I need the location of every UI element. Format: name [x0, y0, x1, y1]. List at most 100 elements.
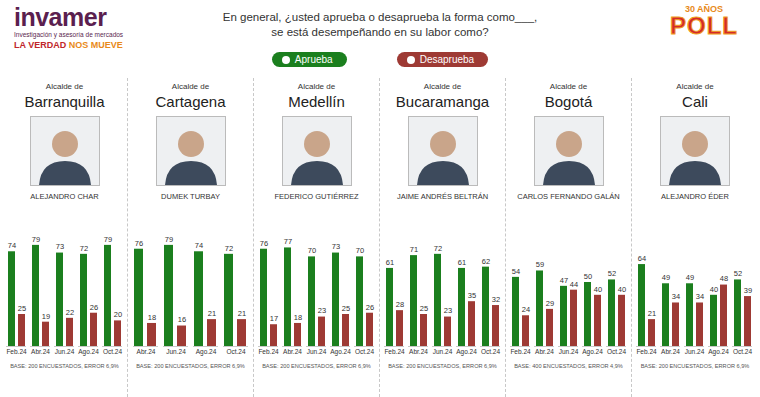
- svg-text:Ago.24: Ago.24: [456, 348, 477, 356]
- svg-text:Oct.24: Oct.24: [226, 348, 246, 355]
- svg-text:72: 72: [225, 244, 233, 253]
- svg-text:29: 29: [546, 299, 554, 308]
- svg-text:40: 40: [710, 285, 718, 294]
- svg-text:16: 16: [178, 315, 186, 324]
- svg-text:Feb.24: Feb.24: [384, 348, 405, 355]
- svg-text:77: 77: [284, 237, 292, 246]
- svg-text:26: 26: [366, 303, 374, 312]
- svg-text:44: 44: [570, 280, 578, 289]
- svg-text:47: 47: [560, 276, 568, 285]
- svg-text:79: 79: [104, 235, 112, 244]
- html-text:Bucaramanga: Bucaramanga: [395, 93, 490, 110]
- svg-text:Jun.24: Jun.24: [166, 348, 186, 355]
- svg-text:34: 34: [672, 292, 680, 301]
- html-text:invamer: invamer: [14, 3, 107, 31]
- svg-text:18: 18: [148, 313, 156, 322]
- svg-text:Jun.24: Jun.24: [55, 348, 75, 355]
- svg-text:76: 76: [260, 239, 268, 248]
- svg-text:20: 20: [114, 310, 122, 319]
- svg-text:Ago.24: Ago.24: [708, 348, 729, 356]
- svg-text:49: 49: [662, 273, 670, 282]
- svg-text:64: 64: [638, 254, 646, 263]
- svg-text:Jun.24: Jun.24: [559, 348, 579, 355]
- svg-text:Ago.24: Ago.24: [196, 348, 217, 356]
- svg-text:21: 21: [648, 309, 656, 318]
- svg-text:Jun.24: Jun.24: [433, 348, 453, 355]
- svg-text:74: 74: [195, 241, 203, 250]
- svg-text:25: 25: [18, 304, 26, 313]
- html-text:Barranquilla: Barranquilla: [24, 93, 105, 110]
- svg-text:17: 17: [270, 314, 278, 323]
- svg-text:21: 21: [238, 309, 246, 318]
- html-text:Aprueba: Aprueba: [294, 54, 333, 65]
- svg-text:18: 18: [294, 313, 302, 322]
- svg-text:23: 23: [444, 306, 452, 315]
- svg-text:Oct.24: Oct.24: [481, 348, 501, 355]
- svg-text:Abr.24: Abr.24: [409, 348, 428, 355]
- svg-text:61: 61: [458, 258, 466, 267]
- svg-text:23: 23: [318, 306, 326, 315]
- svg-text:74: 74: [8, 241, 16, 250]
- html-text:Desaprueba: Desaprueba: [419, 54, 475, 65]
- svg-text:24: 24: [522, 305, 530, 314]
- svg-text:19: 19: [42, 312, 50, 321]
- svg-text:71: 71: [410, 245, 418, 254]
- svg-text:Feb.24: Feb.24: [258, 348, 279, 355]
- svg-text:73: 73: [56, 242, 64, 251]
- html-text:Cali: Cali: [682, 93, 708, 110]
- html-text:Medellín: Medellín: [288, 93, 345, 110]
- svg-text:Oct.24: Oct.24: [733, 348, 753, 355]
- svg-text:70: 70: [308, 246, 316, 255]
- svg-text:76: 76: [135, 239, 143, 248]
- svg-text:Abr.24: Abr.24: [661, 348, 680, 355]
- svg-text:48: 48: [720, 274, 728, 283]
- html-text:POLL: POLL: [670, 12, 738, 39]
- svg-text:Ago.24: Ago.24: [330, 348, 351, 356]
- svg-text:79: 79: [32, 235, 40, 244]
- svg-text:25: 25: [420, 304, 428, 313]
- svg-text:Abr.24: Abr.24: [283, 348, 302, 355]
- svg-text:Jun.24: Jun.24: [307, 348, 327, 355]
- svg-text:59: 59: [536, 260, 544, 269]
- svg-text:35: 35: [468, 291, 476, 300]
- svg-text:62: 62: [482, 257, 490, 266]
- html-text:En general, ¿usted aprueba o d: En general, ¿usted aprueba o desaprueba …: [222, 11, 538, 23]
- svg-text:54: 54: [512, 267, 520, 276]
- svg-text:49: 49: [686, 273, 694, 282]
- svg-text:79: 79: [165, 235, 173, 244]
- svg-text:Oct.24: Oct.24: [103, 348, 123, 355]
- svg-text:Feb.24: Feb.24: [636, 348, 657, 355]
- svg-text:52: 52: [734, 269, 742, 278]
- svg-text:72: 72: [434, 244, 442, 253]
- svg-text:Abr.24: Abr.24: [535, 348, 554, 355]
- svg-text:61: 61: [386, 258, 394, 267]
- svg-text:Jun.24: Jun.24: [685, 348, 705, 355]
- svg-text:Feb.24: Feb.24: [6, 348, 27, 355]
- svg-text:52: 52: [608, 269, 616, 278]
- svg-text:40: 40: [618, 285, 626, 294]
- svg-text:25: 25: [342, 304, 350, 313]
- svg-text:26: 26: [90, 303, 98, 312]
- svg-text:Oct.24: Oct.24: [607, 348, 627, 355]
- html-text:se está desempeñando en su lab: se está desempeñando en su labor como?: [271, 26, 489, 38]
- svg-text:Ago.24: Ago.24: [78, 348, 99, 356]
- svg-text:39: 39: [744, 286, 752, 295]
- svg-text:Abr.24: Abr.24: [31, 348, 50, 355]
- svg-text:21: 21: [208, 309, 216, 318]
- html-text:Bogotá: Bogotá: [544, 93, 593, 110]
- svg-text:Abr.24: Abr.24: [137, 348, 156, 355]
- svg-text:34: 34: [696, 292, 704, 301]
- html-text:Cartagena: Cartagena: [155, 93, 226, 110]
- svg-text:50: 50: [584, 272, 592, 281]
- svg-text:Feb.24: Feb.24: [510, 348, 531, 355]
- svg-text:73: 73: [332, 242, 340, 251]
- svg-text:32: 32: [492, 295, 500, 304]
- svg-text:28: 28: [396, 300, 404, 309]
- svg-text:70: 70: [356, 246, 364, 255]
- svg-text:40: 40: [594, 285, 602, 294]
- html-text:LA VERDAD NOS MUEVE: LA VERDAD NOS MUEVE: [14, 40, 123, 50]
- svg-text:Oct.24: Oct.24: [355, 348, 375, 355]
- svg-text:72: 72: [80, 244, 88, 253]
- svg-text:Ago.24: Ago.24: [582, 348, 603, 356]
- svg-text:22: 22: [66, 308, 74, 317]
